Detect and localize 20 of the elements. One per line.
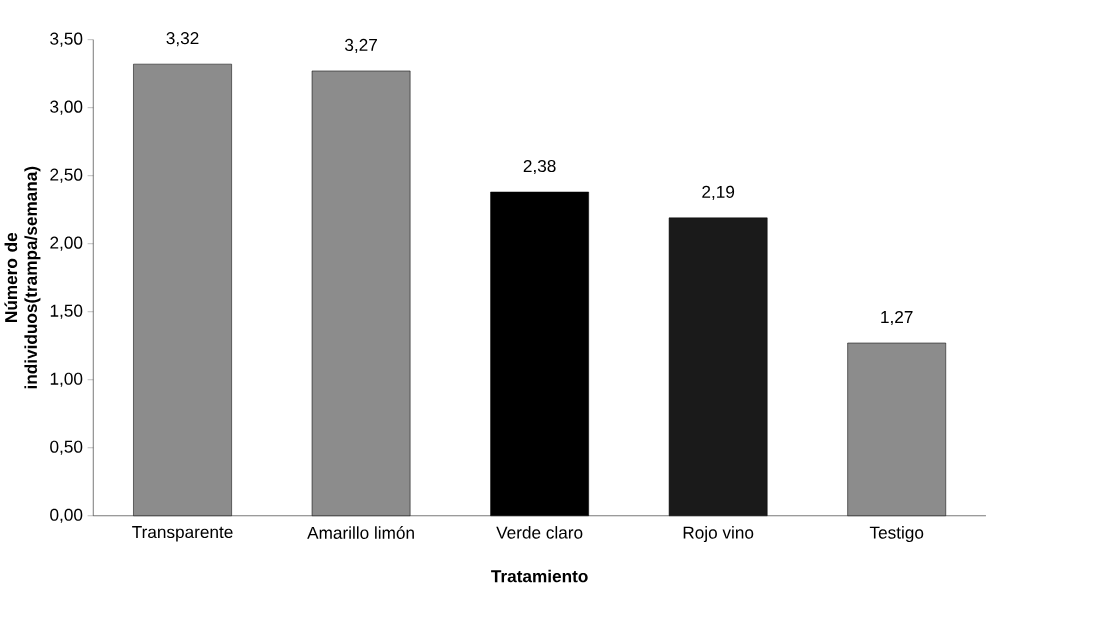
y-tick-label: 3,00 <box>50 100 83 116</box>
data-label: 2,38 <box>523 160 556 175</box>
data-label: 3,32 <box>166 32 199 47</box>
x-tick-label: Testigo <box>869 526 924 543</box>
data-label: 3,27 <box>345 39 377 54</box>
data-label: 2,19 <box>702 186 735 201</box>
x-tick-label: Verde claro <box>496 526 583 539</box>
y-axis-title: Número de individuos(trampa/semana) <box>4 167 41 389</box>
y-tick-label: 1,00 <box>50 372 83 388</box>
data-label: 1,27 <box>881 311 913 326</box>
x-tick-label: Rojo vino <box>683 526 754 543</box>
y-tick-label: 0,50 <box>50 440 83 456</box>
y-tick-label: 2,50 <box>50 168 83 184</box>
y-tick-label: 3,50 <box>50 32 83 48</box>
x-tick-label: Amarillo limón <box>307 526 414 540</box>
y-tick-label: 2,00 <box>50 236 83 252</box>
y-tick-label: 0,00 <box>50 508 83 524</box>
y-tick-label: 1,50 <box>50 304 83 320</box>
x-tick-label: Transparente <box>132 526 233 542</box>
x-axis-title: Tratamiento <box>491 569 588 583</box>
